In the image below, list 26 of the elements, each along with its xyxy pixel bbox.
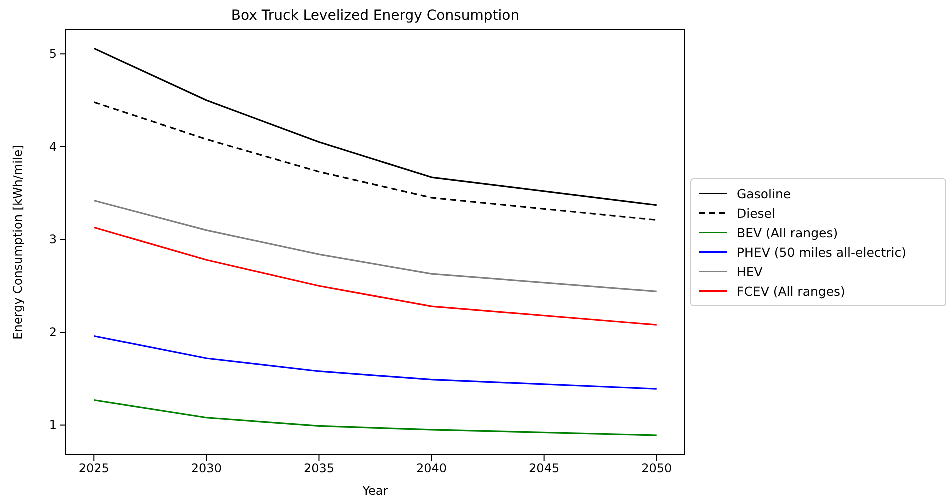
x-axis-title: Year <box>362 484 388 498</box>
y-tick-label: 5 <box>49 46 57 61</box>
y-tick-label: 1 <box>49 418 57 432</box>
x-tick-label: 2035 <box>304 462 334 476</box>
y-axis-title: Energy Consumption [kWh/mile] <box>11 145 25 340</box>
legend-label: PHEV (50 miles all-electric) <box>737 244 907 260</box>
line-series <box>93 335 658 390</box>
x-tick-label: 2025 <box>78 462 110 476</box>
legend-label: Diesel <box>737 206 776 221</box>
y-tick-label: 3 <box>49 232 57 247</box>
chart-title: Box Truck Levelized Energy Consumption <box>231 8 520 24</box>
y-tick-label: 2 <box>49 325 57 340</box>
line-series <box>93 200 658 292</box>
line-series <box>93 102 658 222</box>
legend-label: FCEV (All ranges) <box>737 284 846 299</box>
x-tick-label: 2040 <box>416 462 448 476</box>
line-series <box>93 226 658 326</box>
legend-label: BEV (All ranges) <box>737 225 838 240</box>
line-series <box>93 399 658 436</box>
x-tick-label: 2050 <box>642 462 672 476</box>
x-tick-label: 2045 <box>529 462 560 476</box>
legend-label: HEV <box>737 264 764 280</box>
legend-label: Gasoline <box>737 186 792 202</box>
y-tick-label: 4 <box>49 140 57 154</box>
x-tick-label: 2030 <box>191 462 222 476</box>
line-series <box>93 48 658 206</box>
